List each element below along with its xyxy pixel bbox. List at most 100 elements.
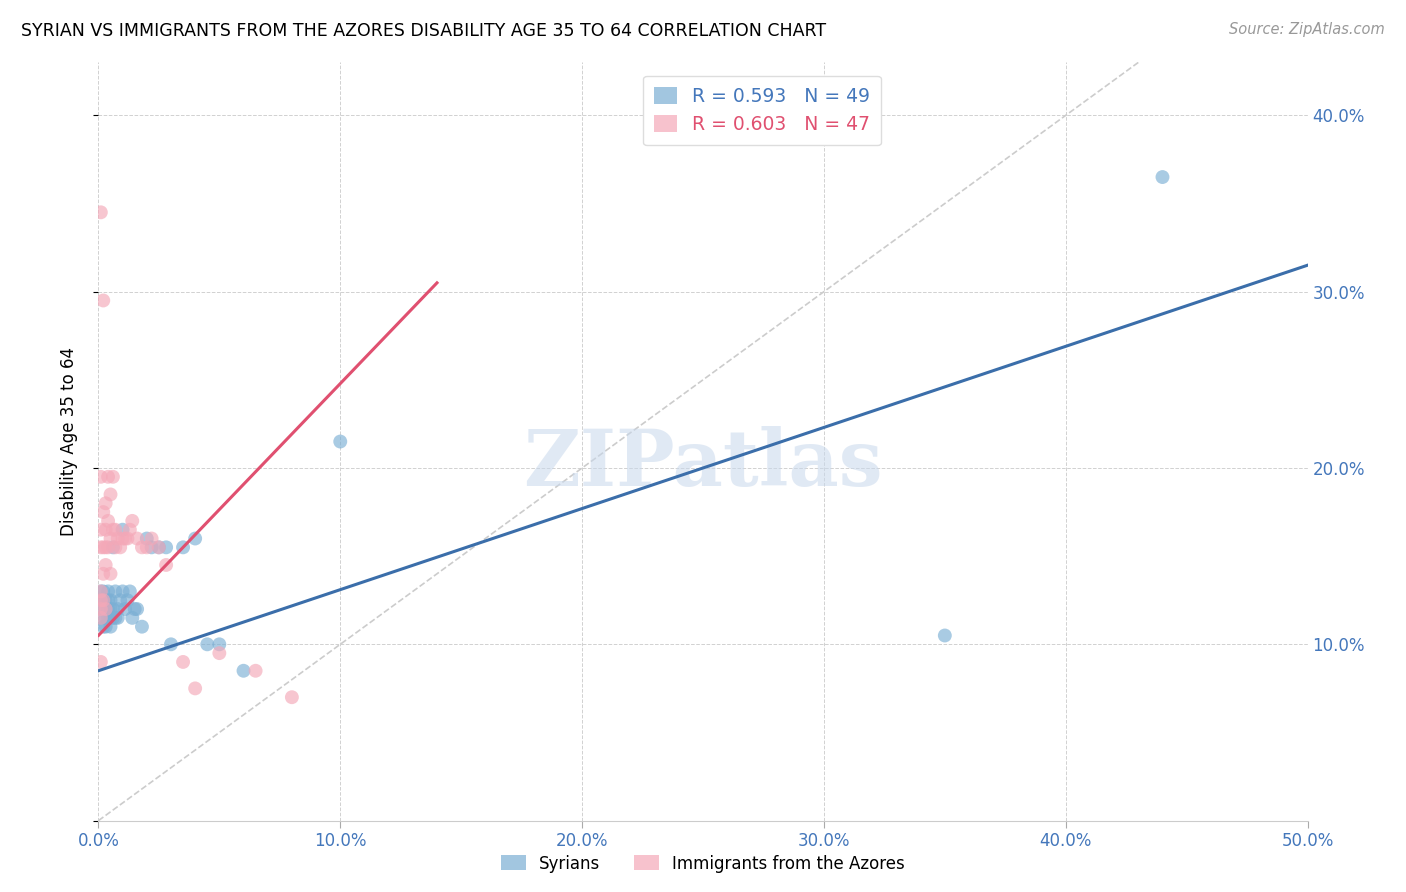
Point [281,690,304,705]
Point [184,681,207,696]
Point [245,664,267,678]
Point [90,541,112,555]
Point [90,593,112,607]
Text: SYRIAN VS IMMIGRANTS FROM THE AZORES DISABILITY AGE 35 TO 64 CORRELATION CHART: SYRIAN VS IMMIGRANTS FROM THE AZORES DIS… [21,22,827,40]
Point [1152,169,1174,184]
Text: Source: ZipAtlas.com: Source: ZipAtlas.com [1229,22,1385,37]
Point [97,602,120,616]
Legend: Syrians, Immigrants from the Azores: Syrians, Immigrants from the Azores [495,848,911,880]
Point [135,532,157,546]
Point [100,593,122,607]
Point [90,593,112,607]
Point [111,584,134,599]
Point [172,655,194,669]
Point [108,541,131,555]
Point [91,293,114,308]
Point [135,541,157,555]
Point [101,602,124,616]
Point [114,532,136,546]
Point [100,611,122,625]
Point [94,611,117,625]
Point [934,628,956,642]
Point [104,584,127,599]
Point [155,558,177,572]
Point [90,584,112,599]
Point [100,532,122,546]
Point [90,611,112,625]
Point [148,541,170,555]
Point [90,611,112,625]
Point [101,541,124,555]
Point [121,514,143,528]
Point [97,541,120,555]
Point [97,470,120,484]
Point [97,584,120,599]
Point [90,523,112,537]
Point [90,655,112,669]
Point [94,558,117,572]
Point [184,532,207,546]
Point [208,637,231,651]
Point [101,470,124,484]
Point [101,611,124,625]
Point [114,602,136,616]
Point [100,566,122,581]
Point [94,496,117,510]
Point [104,523,127,537]
Point [127,532,149,546]
Point [94,602,117,616]
Point [90,205,112,219]
Point [131,541,153,555]
Legend: R = 0.593   N = 49, R = 0.603   N = 47: R = 0.593 N = 49, R = 0.603 N = 47 [643,76,882,145]
Point [91,620,114,634]
Point [232,664,254,678]
Point [117,532,139,546]
Point [141,541,163,555]
Point [111,523,134,537]
Point [97,611,120,625]
Point [100,602,122,616]
Point [111,532,134,546]
Point [155,541,177,555]
Point [148,541,170,555]
Point [131,620,153,634]
Point [97,593,120,607]
Point [91,541,114,555]
Point [90,584,112,599]
Point [91,593,114,607]
Point [94,523,117,537]
Point [91,593,114,607]
Point [127,602,149,616]
Point [160,637,183,651]
Point [117,593,139,607]
Point [101,523,124,537]
Point [121,611,143,625]
Point [172,541,194,555]
Point [94,593,117,607]
Point [94,602,117,616]
Point [118,523,141,537]
Point [124,602,146,616]
Point [104,611,127,625]
Point [118,584,141,599]
Point [94,620,117,634]
Point [91,584,114,599]
Point [90,470,112,484]
Point [141,532,163,546]
Point [90,602,112,616]
Point [100,620,122,634]
Point [100,487,122,501]
Point [107,532,129,546]
Point [208,646,231,660]
Point [94,541,117,555]
Point [91,602,114,616]
Point [91,505,114,519]
Point [104,541,127,555]
Point [108,593,131,607]
Point [97,514,120,528]
Point [107,602,129,616]
Text: ZIPatlas: ZIPatlas [523,426,883,502]
Point [195,637,218,651]
Point [91,566,114,581]
Y-axis label: Disability Age 35 to 64: Disability Age 35 to 64 [59,347,77,536]
